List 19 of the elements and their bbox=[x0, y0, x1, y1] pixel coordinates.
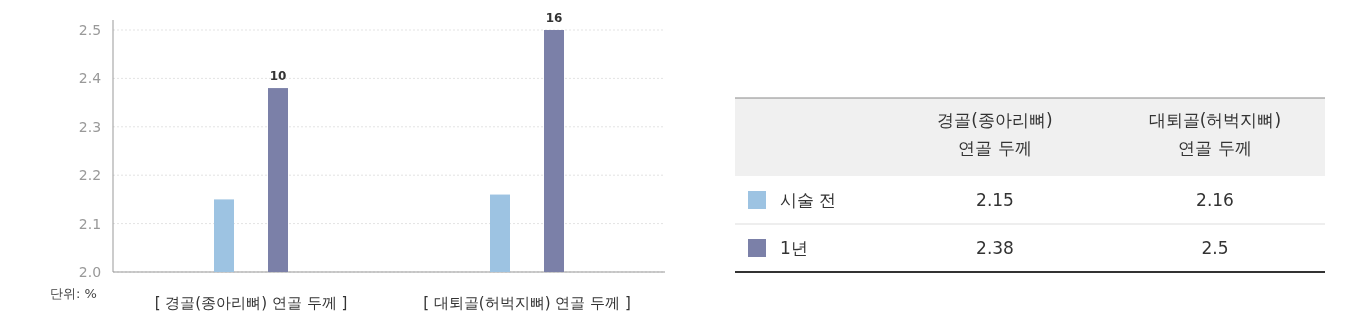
y-axis-title: 단위: % bbox=[50, 286, 97, 301]
text: 경골(종아리뼈) 연골 두께 bbox=[937, 110, 1053, 158]
y-tick-label: 2.1 bbox=[78, 215, 102, 232]
text: 2.16 bbox=[1196, 190, 1234, 210]
y-tick-label: 2.3 bbox=[78, 118, 102, 135]
x-tick-label: [ 경골(종아리뼈) 연골 두께 ] bbox=[154, 294, 348, 312]
text: 2.38 bbox=[976, 238, 1014, 258]
annotation: 10 bbox=[269, 69, 287, 84]
y-tick-label: 2.5 bbox=[78, 22, 102, 38]
y-tick-label: 2.2 bbox=[78, 167, 102, 184]
legend-label: 시술 전 bbox=[780, 190, 837, 210]
text: 2.5 bbox=[1201, 238, 1229, 258]
x-tick-label: [ 대퇴골(허벅지뼈) 연골 두께 ] bbox=[423, 294, 631, 312]
text: 2.15 bbox=[976, 190, 1014, 210]
text: 16 bbox=[545, 11, 563, 25]
legend-label: 1년 bbox=[780, 238, 808, 258]
y-tick-label: 2.4 bbox=[78, 70, 102, 87]
y-tick-label: 2.0 bbox=[78, 264, 102, 280]
text: 대퇴골(허벅지뼈) 연골 두께 bbox=[1148, 110, 1282, 158]
